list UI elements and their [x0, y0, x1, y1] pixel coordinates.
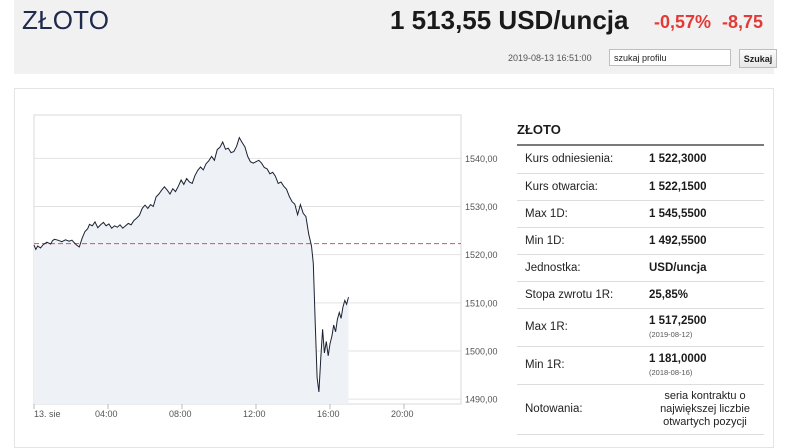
info-value-date: (2018-08-16)	[649, 368, 693, 377]
search-profile-input[interactable]	[609, 49, 731, 66]
info-row: Min 1R: 1 181,0000 (2018-08-16)	[517, 346, 764, 385]
current-price: 1 513,55 USD/uncja	[390, 5, 629, 35]
info-label: Min 1R:	[517, 346, 649, 385]
info-value: 1 522,1500	[649, 173, 764, 201]
info-label: Max 1R:	[517, 308, 649, 347]
info-value-date: (2019-08-12)	[649, 330, 693, 339]
info-label: Notowania:	[517, 384, 649, 435]
info-label: Kurs odniesienia:	[517, 146, 649, 174]
instrument-info: ZŁOTO Kurs odniesienia: 1 522,3000 Kurs …	[517, 122, 764, 435]
info-value: 25,85%	[649, 281, 764, 309]
price-line	[33, 136, 349, 393]
info-row: Notowania: seria kontraktu o największej…	[517, 384, 764, 435]
info-value: 1 522,3000	[649, 146, 764, 174]
info-label: Max 1D:	[517, 200, 649, 228]
info-row: Max 1R: 1 517,2500 (2019-08-12)	[517, 308, 764, 347]
quote-timestamp: 2019-08-13 16:51:00	[508, 53, 592, 63]
info-label: Stopa zwrotu 1R:	[517, 281, 649, 309]
y-tick-label: 1530,00	[465, 202, 498, 212]
page-title: ZŁOTO	[22, 5, 110, 35]
info-row: Jednostka: USD/uncja	[517, 254, 764, 282]
quote-header: ZŁOTO 1 513,55 USD/uncja -0,57% -8,75 20…	[14, 0, 777, 74]
info-value-main: 1 181,0000	[649, 353, 707, 365]
info-note: seria kontraktu o największej liczbie ot…	[660, 389, 750, 428]
info-row: Kurs odniesienia: 1 522,3000	[517, 146, 764, 174]
change-absolute: -8,75	[722, 12, 764, 32]
y-tick-label: 1520,00	[465, 250, 498, 260]
info-value-main: 1 517,2500	[649, 315, 707, 327]
price-chart[interactable]: 1540,00 1530,00 1520,00 1510,00 1500,00 1490,…	[22, 103, 502, 425]
info-row: Kurs otwarcia: 1 522,1500	[517, 173, 764, 201]
info-table: Kurs odniesienia: 1 522,3000 Kurs otwarc…	[517, 146, 764, 435]
info-value: 1 181,0000 (2018-08-16)	[649, 346, 764, 385]
x-tick-label: 04:00	[95, 409, 118, 419]
info-label: Min 1D:	[517, 227, 649, 255]
y-tick-label: 1540,00	[465, 154, 498, 164]
y-tick-label: 1510,00	[465, 298, 498, 308]
y-tick-label: 1490,00	[465, 395, 498, 405]
info-value: 1 492,5500	[649, 227, 764, 255]
info-value: USD/uncja	[649, 254, 764, 282]
x-tick-label: 13. sie	[34, 409, 61, 419]
y-tick-label: 1500,00	[465, 347, 498, 357]
info-row: Min 1D: 1 492,5500	[517, 227, 764, 255]
price-area	[34, 137, 349, 404]
info-title: ZŁOTO	[517, 122, 764, 146]
info-row: Max 1D: 1 545,5500	[517, 200, 764, 228]
info-label: Jednostka:	[517, 254, 649, 282]
info-value: 1 517,2500 (2019-08-12)	[649, 308, 764, 347]
info-row: Stopa zwrotu 1R: 25,85%	[517, 281, 764, 309]
x-tick-label: 16:00	[317, 409, 340, 419]
x-tick-label: 08:00	[169, 409, 192, 419]
info-label: Kurs otwarcia:	[517, 173, 649, 201]
x-tick-label: 20:00	[391, 409, 414, 419]
x-tick-label: 12:00	[243, 409, 266, 419]
info-value: 1 545,5500	[649, 200, 764, 228]
change-percent: -0,57%	[654, 12, 712, 32]
search-button[interactable]: Szukaj	[739, 49, 777, 68]
